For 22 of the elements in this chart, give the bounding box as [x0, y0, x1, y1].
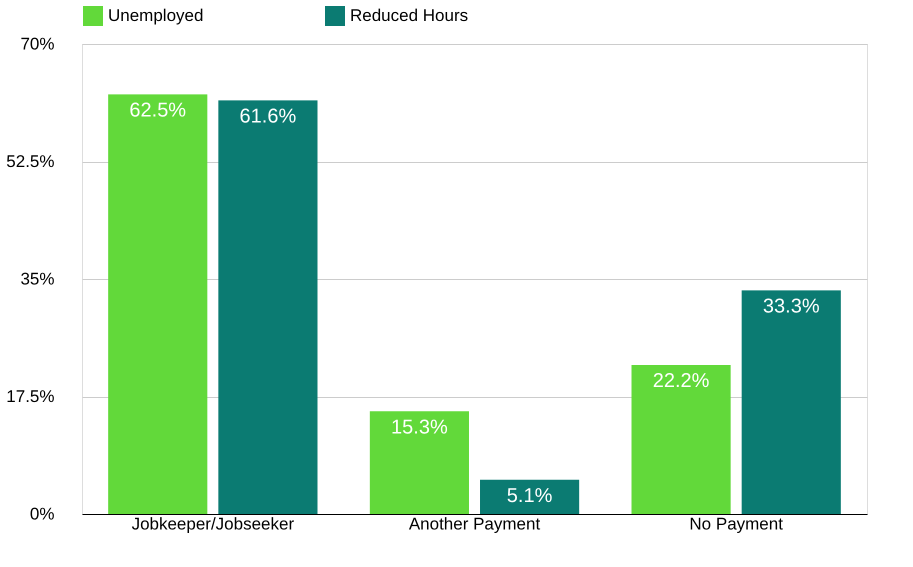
data-label: 62.5%	[129, 99, 186, 122]
data-label: 15.3%	[391, 416, 448, 438]
bar	[632, 364, 731, 514]
y-tick-label: 70%	[20, 34, 54, 54]
data-label: 5.1%	[506, 484, 553, 507]
legend-label: Reduced Hours	[350, 6, 468, 25]
y-tick-label: 17.5%	[6, 387, 54, 406]
y-tick-label: 35%	[20, 270, 54, 288]
x-tick-label: Another Payment	[408, 514, 540, 534]
legend-label: Unemployed	[108, 6, 204, 25]
data-label: 22.2%	[652, 370, 710, 392]
y-tick-label: 52.5%	[6, 152, 54, 171]
x-tick-label: Jobkeeper/Jobseeker	[132, 514, 294, 534]
data-label: 33.3%	[762, 295, 820, 318]
bar	[742, 290, 841, 514]
data-label: 61.6%	[240, 105, 296, 128]
y-tick-label: 0%	[30, 504, 54, 524]
bar	[218, 100, 318, 514]
bar	[108, 94, 208, 514]
x-tick-label: No Payment	[689, 514, 784, 534]
bar	[370, 411, 469, 514]
bar	[480, 480, 580, 514]
